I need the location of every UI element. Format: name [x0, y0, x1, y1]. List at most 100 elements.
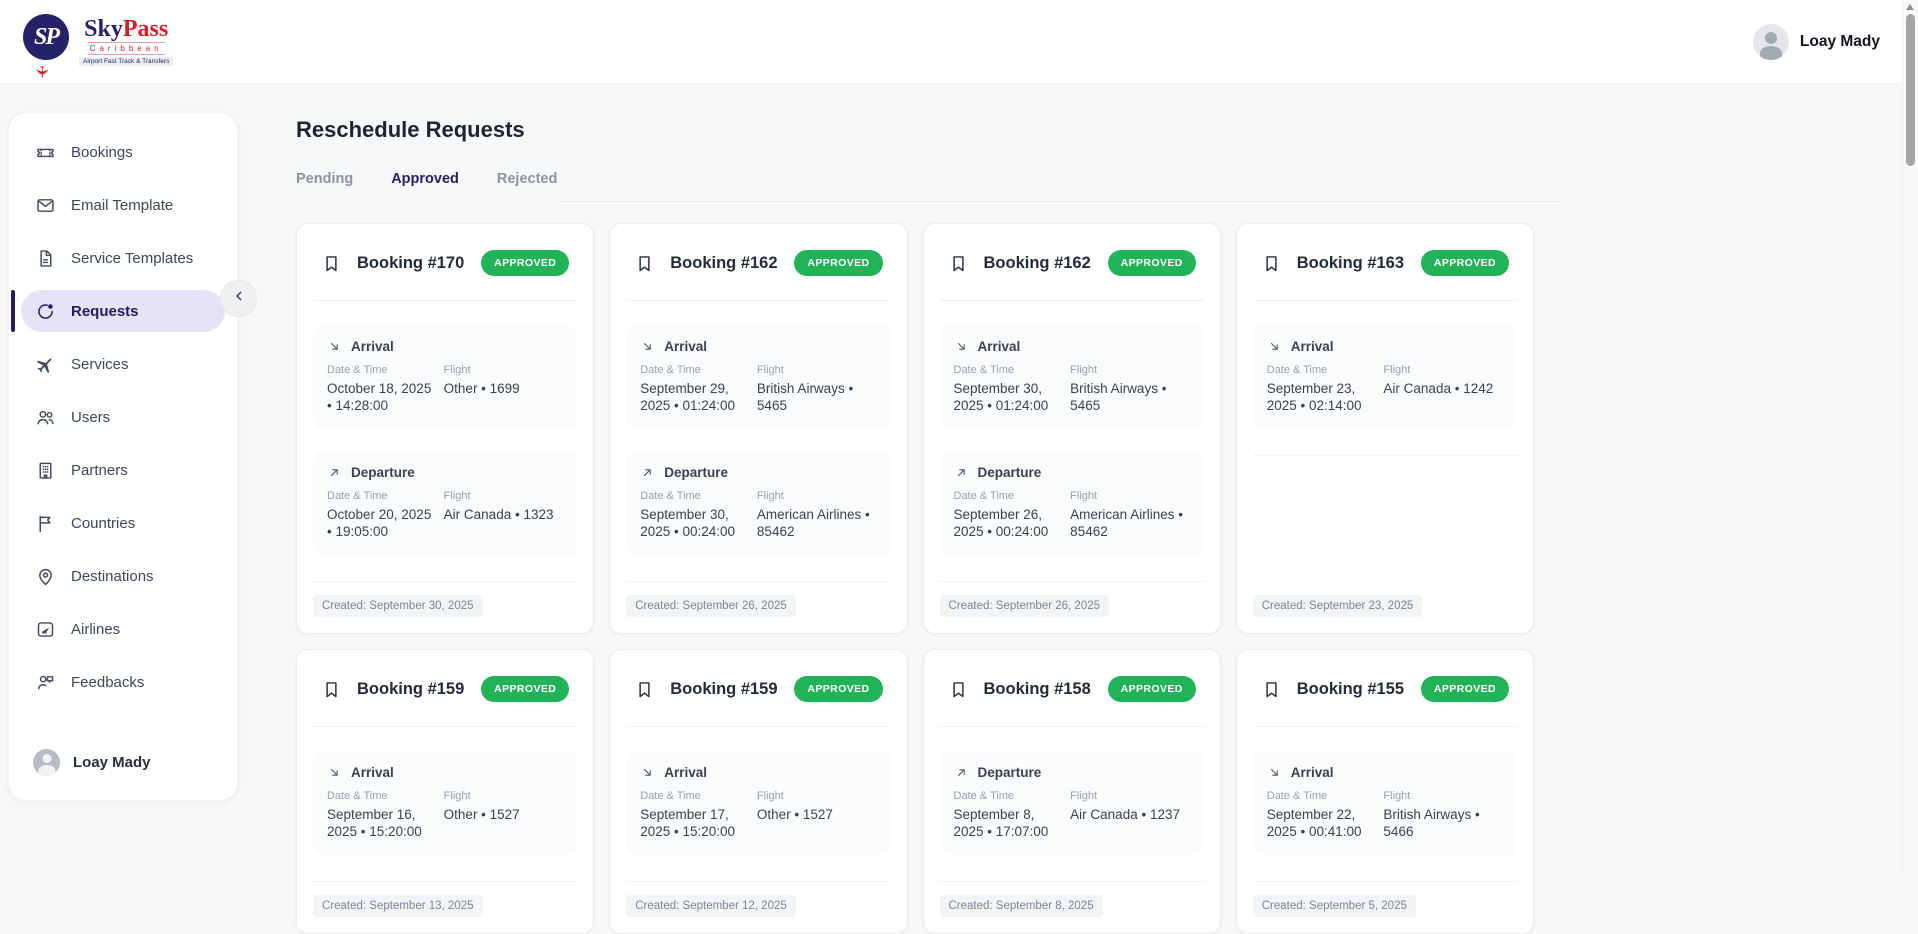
datetime-label: Date & Time	[953, 790, 1015, 802]
datetime-label: Date & Time	[640, 790, 701, 802]
status-badge: APPROVED	[481, 676, 570, 702]
tab-rejected[interactable]: Rejected	[496, 171, 558, 187]
datetime-value: October 18, 2025 • 14:28:00	[327, 381, 432, 413]
user-avatar[interactable]	[1752, 24, 1789, 60]
datetime-value: September 22, 2025 • 00:41:00	[1266, 807, 1362, 839]
departure-section: Departure Date & Time September 30, 2025…	[626, 451, 891, 555]
card-divider	[939, 300, 1204, 301]
bookmark-icon	[634, 253, 655, 274]
top-bar: SP ✈ SkyPass Caribbean Airport Fast Trac…	[0, 0, 1918, 84]
section-label: Arrival	[351, 339, 394, 354]
flight-label: Flight	[443, 490, 471, 502]
card-divider	[1252, 726, 1517, 727]
sidebar-item-destinations[interactable]: Destinations	[21, 555, 225, 597]
document-icon	[35, 248, 56, 269]
logo-region: Caribbean	[87, 41, 165, 55]
bookmark-icon	[948, 253, 969, 274]
flight-value: Air Canada • 1242	[1383, 381, 1494, 396]
card-divider	[1252, 300, 1517, 301]
sidebar-item-partners[interactable]: Partners	[21, 449, 225, 491]
card-header: Booking #162 APPROVED	[626, 250, 890, 276]
flight-label: Flight	[1070, 790, 1098, 802]
card-footer: Created: September 13, 2025	[313, 882, 577, 917]
sidebar-item-airlines[interactable]: Airlines	[21, 608, 225, 650]
tab-approved[interactable]: Approved	[391, 171, 459, 187]
datetime-value: September 26, 2025 • 00:24:00	[953, 507, 1049, 539]
flight-value: British Airways • 5466	[1383, 807, 1480, 839]
sidebar-item-services[interactable]: Services	[21, 343, 225, 385]
section-label: Departure	[977, 765, 1042, 780]
sidebar-item-label: Users	[71, 408, 111, 426]
bookmark-icon	[634, 679, 655, 700]
profile-avatar-icon	[33, 749, 60, 776]
flight-label: Flight	[1070, 490, 1098, 502]
booking-title: Booking #162	[670, 253, 778, 272]
flight-label: Flight	[1383, 790, 1411, 802]
sidebar-item-label: Countries	[71, 514, 136, 532]
booking-card: Booking #162 APPROVED Arrival Date & Tim…	[922, 223, 1221, 634]
mail-icon	[35, 195, 56, 216]
sidebar-item-label: Requests	[71, 302, 139, 320]
card-footer: Created: September 8, 2025	[939, 882, 1204, 917]
sidebar-item-label: Partners	[71, 461, 128, 479]
booking-title: Booking #170	[357, 253, 465, 272]
main-content: Reschedule Requests Pending Approved Rejec…	[296, 83, 1560, 934]
departure-arrow-icon	[327, 465, 342, 480]
sidebar-item-bookings[interactable]: Bookings	[21, 131, 225, 173]
sidebar-item-label: Feedbacks	[71, 673, 145, 691]
sidebar-item-label: Airlines	[71, 620, 121, 638]
arrival-arrow-icon	[327, 339, 342, 354]
section-label: Arrival	[977, 339, 1021, 354]
card-divider	[313, 300, 578, 301]
status-badge: APPROVED	[1107, 676, 1196, 702]
flight-value: British Airways • 5465	[756, 381, 854, 413]
sidebar-profile[interactable]: Loay Mady	[9, 749, 237, 786]
sidebar-item-email-template[interactable]: Email Template	[21, 184, 225, 226]
user-menu[interactable]: Loay Mady	[1752, 24, 1880, 60]
sidebar-collapse-button[interactable]	[220, 280, 257, 317]
vertical-scrollbar[interactable]	[1902, 0, 1918, 872]
app-screen: SP ✈ SkyPass Caribbean Airport Fast Trac…	[0, 0, 1918, 872]
datetime-label: Date & Time	[327, 490, 388, 502]
sidebar-item-service-templates[interactable]: Service Templates	[21, 237, 225, 279]
booking-title: Booking #159	[670, 679, 778, 698]
scrollbar-up-arrow-icon[interactable]	[1906, 4, 1914, 10]
booking-card: Booking #162 APPROVED Arrival Date & Tim…	[609, 223, 908, 634]
sidebar-item-label: Service Templates	[71, 249, 194, 267]
created-date: Created: September 26, 2025	[626, 595, 796, 617]
airplane-icon	[35, 354, 56, 375]
sidebar-item-users[interactable]: Users	[21, 396, 225, 438]
sidebar-item-countries[interactable]: Countries	[21, 502, 225, 544]
scrollbar-thumb[interactable]	[1906, 14, 1915, 166]
request-refresh-icon	[35, 301, 56, 322]
building-icon	[35, 460, 56, 481]
bookmark-icon	[321, 253, 342, 274]
datetime-label: Date & Time	[1266, 364, 1328, 376]
card-header: Booking #170 APPROVED	[313, 250, 577, 276]
card-sections: Arrival Date & Time September 30, 2025 •…	[939, 325, 1204, 555]
datetime-value: September 30, 2025 • 01:24:00	[953, 381, 1049, 413]
departure-section: Departure Date & Time September 26, 2025…	[939, 451, 1204, 555]
bookmark-icon	[321, 679, 342, 700]
tab-pending[interactable]: Pending	[296, 171, 354, 187]
created-date: Created: September 8, 2025	[939, 895, 1103, 917]
card-footer-divider	[626, 581, 891, 582]
status-badge: APPROVED	[1107, 250, 1196, 276]
booking-card: Booking #163 APPROVED Arrival Date & Tim…	[1235, 223, 1534, 634]
created-date: Created: September 23, 2025	[1252, 595, 1423, 617]
datetime-value: September 30, 2025 • 00:24:00	[640, 507, 736, 539]
booking-card: Booking #158 APPROVED Departure Date & T…	[922, 649, 1221, 934]
arrival-section: Arrival Date & Time September 30, 2025 •…	[939, 325, 1204, 429]
arrival-arrow-icon	[640, 339, 655, 354]
flight-label: Flight	[756, 790, 784, 802]
created-date: Created: September 13, 2025	[313, 895, 483, 917]
sidebar-item-requests[interactable]: Requests	[11, 290, 225, 332]
card-divider	[313, 726, 578, 727]
section-label: Arrival	[664, 339, 708, 354]
arrival-arrow-icon	[1267, 339, 1282, 354]
sidebar-item-feedbacks[interactable]: Feedbacks	[21, 661, 225, 703]
departure-section: Departure Date & Time September 8, 2025 …	[939, 751, 1204, 855]
flight-label: Flight	[756, 490, 784, 502]
booking-title: Booking #163	[1296, 253, 1405, 272]
datetime-label: Date & Time	[953, 364, 1015, 376]
